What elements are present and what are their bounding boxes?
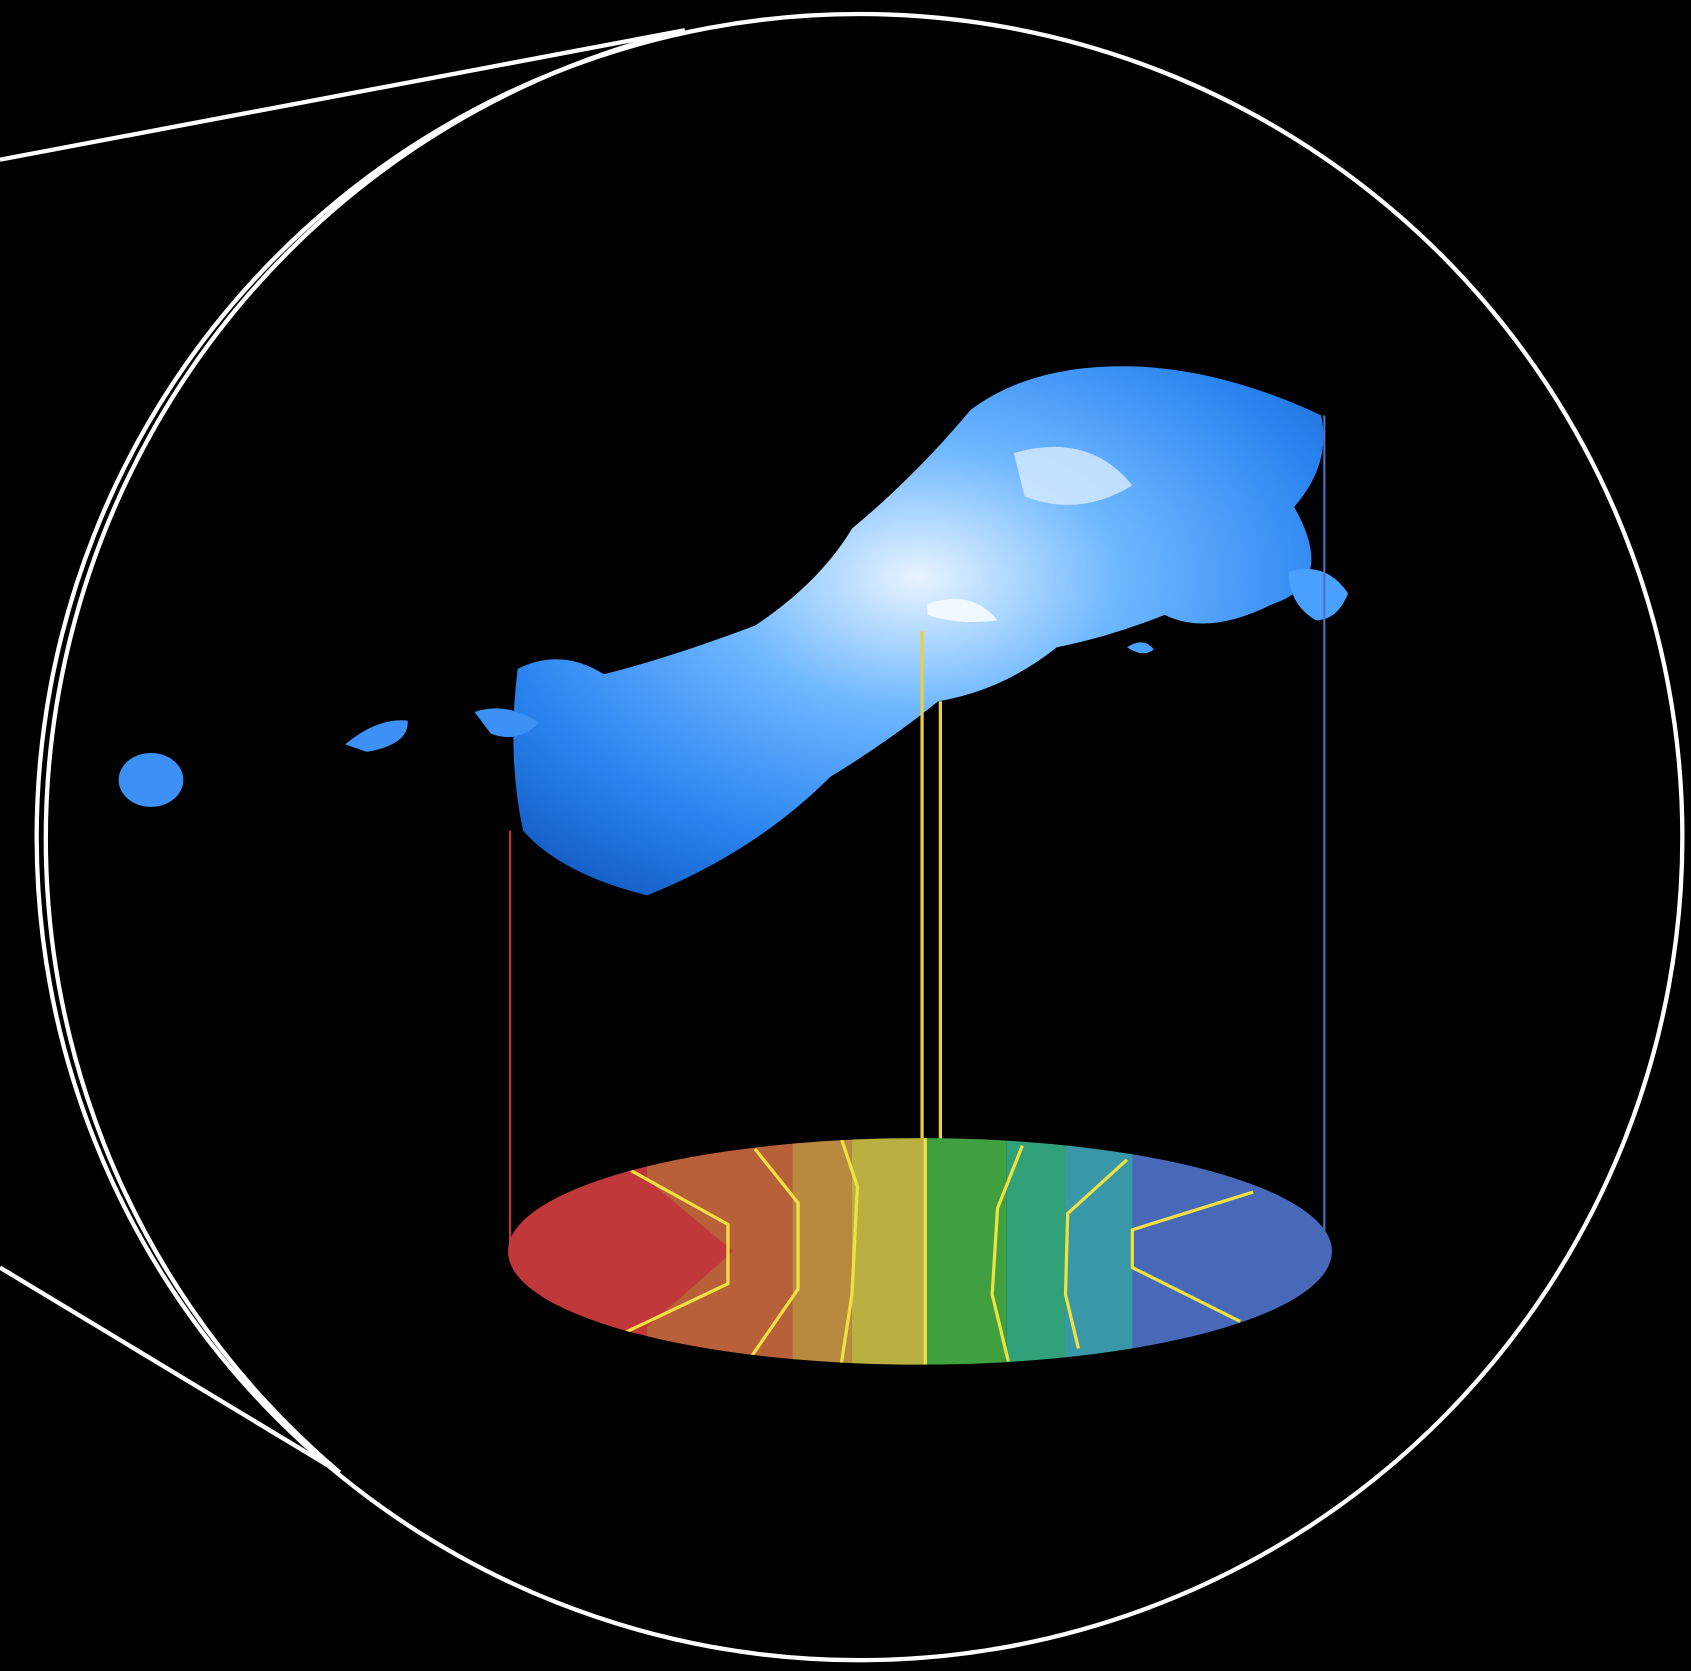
contour-band (851, 1138, 926, 1365)
projection-line (0, 28, 686, 162)
contour-band (1006, 1138, 1071, 1365)
magnifier-circle (34, 11, 1685, 1663)
gas-cloud (118, 366, 1349, 896)
contour-disk (507, 1138, 1332, 1365)
cloud-highlight (1013, 446, 1133, 505)
cloud-fragment (474, 708, 540, 738)
cloud-body (513, 366, 1324, 896)
contour-lines (624, 1138, 1254, 1365)
contour-band (792, 1138, 852, 1365)
cloud-fragment (1288, 569, 1349, 621)
cloud-highlight (927, 598, 998, 623)
lens-arc (43, 28, 686, 1475)
contour-band (1065, 1138, 1141, 1365)
contour-band (925, 1138, 1007, 1365)
cloud-fragment (1126, 642, 1154, 654)
cloud-fragment (345, 720, 408, 752)
cloud-fragment (118, 752, 184, 807)
projection-line (0, 1265, 341, 1475)
contour-band (1132, 1175, 1332, 1338)
